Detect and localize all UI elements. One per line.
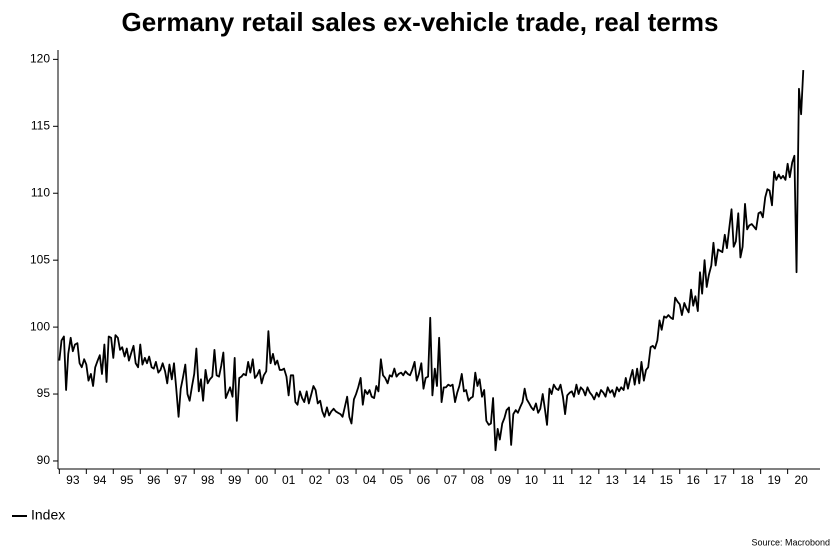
x-tick-label: 09 — [498, 473, 512, 487]
x-tick-label: 96 — [147, 473, 161, 487]
x-tick-label: 08 — [471, 473, 485, 487]
line — [58, 70, 805, 452]
x-tick-label: 97 — [174, 473, 188, 487]
y-tick-label: 120 — [30, 52, 50, 66]
x-tick-label: 00 — [255, 473, 269, 487]
x-tick-label: 14 — [633, 473, 647, 487]
x-tick-label: 95 — [120, 473, 134, 487]
x-tick-label: 99 — [228, 473, 242, 487]
x-tick-label: 02 — [309, 473, 323, 487]
x-tick-label: 18 — [740, 473, 754, 487]
x-tick-label: 93 — [66, 473, 80, 487]
source: Source: Macrobond — [751, 537, 830, 547]
x-tick-label: 04 — [363, 473, 377, 487]
y-tick-label: 95 — [37, 386, 51, 400]
x-tick-label: 10 — [525, 473, 539, 487]
x-tick-label: 16 — [687, 473, 701, 487]
x-tick-label: 07 — [444, 473, 458, 487]
x-tick-label: 98 — [201, 473, 215, 487]
chart-title: Germany retail sales ex-vehicle trade, r… — [122, 7, 719, 37]
x-tick-label: 05 — [390, 473, 404, 487]
x-tick-label: 20 — [794, 473, 808, 487]
y-tick-label: 115 — [31, 118, 50, 132]
legend-label: Index — [31, 507, 65, 523]
y-tick-label: 105 — [30, 252, 50, 266]
x-tick-label: 13 — [606, 473, 620, 487]
x-tick-label: 12 — [579, 473, 593, 487]
y-tick-label: 90 — [37, 453, 51, 467]
x-tick-label: 01 — [282, 473, 296, 487]
x-tick-label: 19 — [767, 473, 781, 487]
x-tick-label: 15 — [660, 473, 674, 487]
x-tick-label: 06 — [417, 473, 431, 487]
y-tick-label: 100 — [30, 319, 50, 333]
x-tick-label: 17 — [714, 473, 728, 487]
x-tick-label: 03 — [336, 473, 350, 487]
x-tick-label: 11 — [552, 473, 565, 487]
x-tick-label: 94 — [93, 473, 107, 487]
y-tick-label: 110 — [31, 185, 50, 199]
